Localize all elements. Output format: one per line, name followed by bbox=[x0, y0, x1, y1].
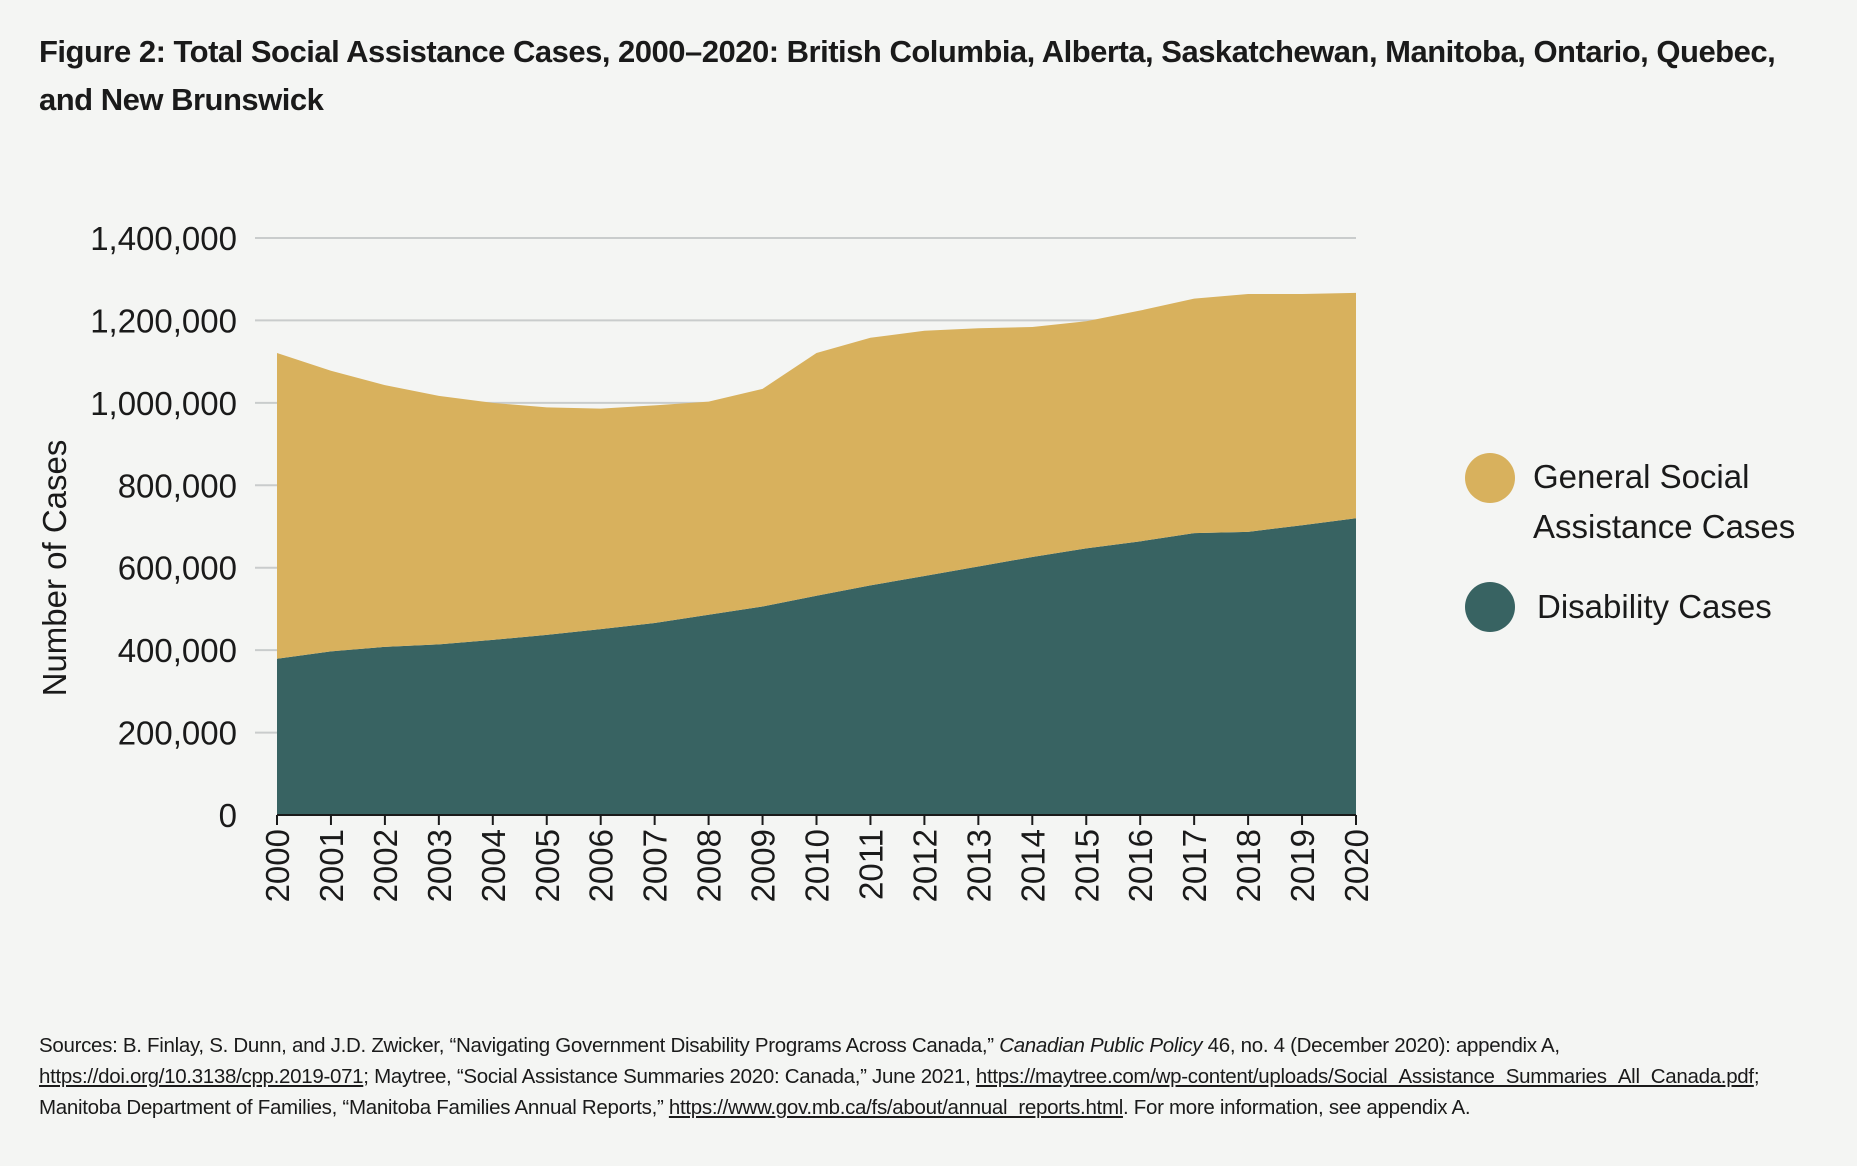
source-text: ; Manitoba Department of Families, “Mani… bbox=[39, 1065, 1760, 1119]
x-tick-label: 2011 bbox=[852, 829, 889, 900]
y-tick-label: 1,200,000 bbox=[90, 302, 237, 339]
legend-label-general-2: Assistance Cases bbox=[1533, 508, 1795, 545]
legend-swatch-general bbox=[1465, 453, 1515, 503]
chart-title: Figure 2: Total Social Assistance Cases,… bbox=[39, 34, 1776, 117]
x-tick-label: 2017 bbox=[1176, 829, 1213, 902]
x-tick-label: 2000 bbox=[259, 829, 296, 902]
x-tick-label: 2001 bbox=[313, 829, 350, 902]
x-tick-label: 2003 bbox=[421, 829, 458, 902]
source-text: ; Maytree, “Social Assistance Summaries … bbox=[363, 1065, 976, 1088]
y-tick-label: 1,000,000 bbox=[90, 385, 237, 422]
y-tick-label: 800,000 bbox=[118, 467, 237, 504]
source-link-maytree[interactable]: https://maytree.com/wp-content/uploads/S… bbox=[975, 1065, 1754, 1088]
x-tick-label: 2019 bbox=[1284, 829, 1321, 902]
x-tick-label: 2015 bbox=[1068, 829, 1105, 902]
legend-label-disability: Disability Cases bbox=[1537, 588, 1772, 625]
x-tick-label: 2009 bbox=[745, 829, 782, 902]
source-text: 46, no. 4 (December 2020): appendix A, bbox=[1202, 1034, 1560, 1057]
x-tick-label: 2007 bbox=[637, 829, 674, 902]
x-tick-label: 2010 bbox=[799, 829, 836, 902]
source-journal: Canadian Public Policy bbox=[999, 1034, 1203, 1057]
x-tick-label: 2002 bbox=[367, 829, 404, 902]
x-tick-label: 2020 bbox=[1338, 829, 1375, 902]
source-text: . For more information, see appendix A. bbox=[1122, 1096, 1471, 1119]
area-disability-cases bbox=[277, 518, 1356, 815]
y-tick-label: 200,000 bbox=[118, 715, 237, 752]
y-tick-label: 400,000 bbox=[118, 632, 237, 669]
area-general-social-assistance-cases bbox=[277, 292, 1356, 659]
x-tick-label: 2012 bbox=[906, 829, 943, 902]
legend-label-general-1: General Social bbox=[1533, 458, 1749, 495]
x-tick-label: 2016 bbox=[1122, 829, 1159, 902]
y-tick-label: 0 bbox=[219, 797, 237, 834]
y-tick-label: 1,400,000 bbox=[90, 220, 237, 257]
legend-swatch-disability bbox=[1465, 582, 1515, 632]
y-axis-label: Number of Cases bbox=[36, 440, 73, 697]
sources-note: Sources: B. Finlay, S. Dunn, and J.D. Zw… bbox=[39, 1030, 1839, 1123]
source-text: Sources: B. Finlay, S. Dunn, and J.D. Zw… bbox=[39, 1034, 1000, 1057]
x-tick-label: 2018 bbox=[1230, 829, 1267, 902]
x-tick-label: 2005 bbox=[529, 829, 566, 902]
source-link-manitoba[interactable]: https://www.gov.mb.ca/fs/about/annual_re… bbox=[668, 1096, 1123, 1119]
y-tick-label: 600,000 bbox=[118, 550, 237, 587]
x-tick-label: 2013 bbox=[960, 829, 997, 902]
x-tick-label: 2004 bbox=[475, 829, 512, 902]
source-link-doi[interactable]: https://doi.org/10.3138/cpp.2019-071 bbox=[39, 1065, 364, 1088]
x-tick-label: 2014 bbox=[1014, 829, 1051, 902]
x-tick-label: 2008 bbox=[691, 829, 728, 902]
x-tick-label: 2006 bbox=[583, 829, 620, 902]
